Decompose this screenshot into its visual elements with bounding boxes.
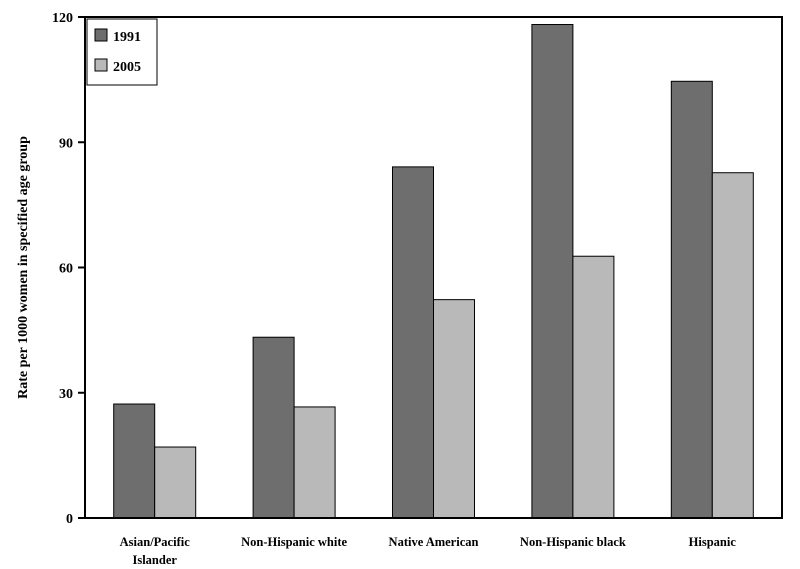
x-category-label: Hispanic — [689, 535, 737, 549]
y-axis-ticks: 0 30 60 90 120 — [52, 11, 85, 527]
x-category-label: Non-Hispanic white — [241, 535, 347, 549]
x-category-label: Native American — [389, 535, 479, 549]
x-category-label: Asian/Pacific Islander — [120, 535, 191, 567]
bars — [113, 24, 754, 519]
y-tick-label: 60 — [59, 262, 73, 277]
y-tick-label: 0 — [66, 512, 73, 527]
x-axis-category-labels: Asian/Pacific Islander Non-Hispanic white N… — [120, 535, 737, 567]
legend: 1991 2005 — [86, 18, 158, 86]
y-tick-label: 120 — [52, 11, 73, 26]
y-tick-label: 90 — [59, 136, 73, 151]
bar-1991-2 — [392, 166, 434, 519]
bar-2005-4 — [711, 172, 754, 519]
legend-label-2005: 2005 — [113, 60, 141, 75]
bar-2005-3 — [572, 255, 615, 519]
bar-1991-0 — [113, 403, 156, 519]
x-category-label: Non-Hispanic black — [520, 535, 626, 549]
y-axis-title: Rate per 1000 women in specified age gro… — [16, 136, 31, 399]
legend-swatch-1991 — [94, 28, 108, 42]
bar-2005-1 — [293, 406, 336, 519]
bar-1991-1 — [252, 336, 295, 519]
bar-2005-0 — [154, 446, 197, 519]
bar-2005-2 — [433, 299, 475, 519]
bar-1991-4 — [670, 80, 713, 519]
bar-1991-3 — [531, 24, 574, 519]
legend-swatch-2005 — [94, 58, 108, 72]
plot-frame — [84, 16, 783, 519]
legend-label-1991: 1991 — [113, 30, 141, 45]
y-tick-label: 30 — [59, 387, 73, 402]
